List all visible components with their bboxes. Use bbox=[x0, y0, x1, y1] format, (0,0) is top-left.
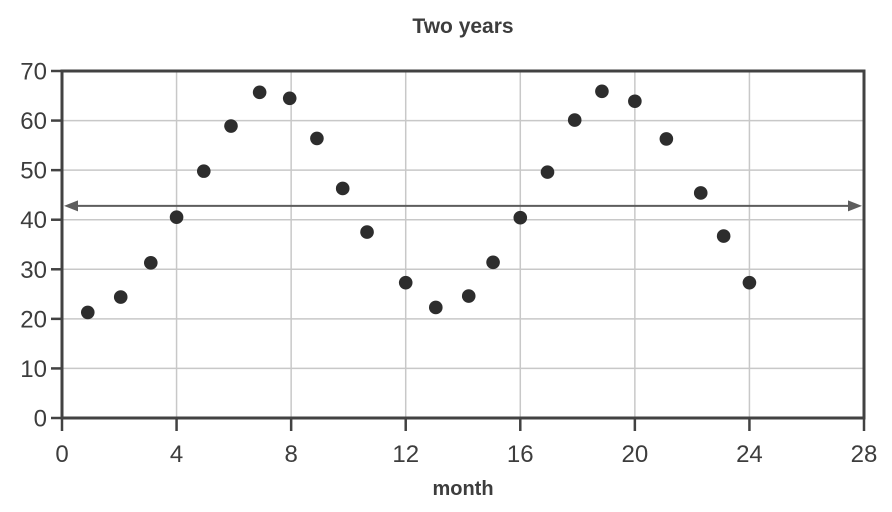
data-point bbox=[398, 275, 413, 290]
data-point bbox=[335, 181, 350, 196]
y-tick-label: 30 bbox=[20, 257, 47, 284]
midline-double-arrow bbox=[64, 200, 862, 212]
data-point bbox=[113, 290, 128, 304]
data-point bbox=[169, 210, 184, 225]
data-point bbox=[486, 255, 500, 270]
y-tick-label: 50 bbox=[20, 158, 47, 185]
data-point bbox=[282, 91, 297, 106]
x-tick-label: 0 bbox=[55, 441, 68, 468]
data-point bbox=[80, 305, 95, 320]
data-point bbox=[196, 164, 211, 178]
data-points bbox=[80, 84, 757, 320]
data-point bbox=[513, 210, 528, 225]
plot-border bbox=[60, 69, 866, 420]
x-tick-label: 20 bbox=[622, 441, 649, 468]
y-tick-label: 20 bbox=[20, 306, 47, 333]
data-point bbox=[461, 289, 476, 303]
data-point bbox=[595, 84, 609, 99]
data-point bbox=[742, 275, 757, 290]
left-arrowhead-icon bbox=[64, 200, 78, 212]
y-tick-label: 60 bbox=[20, 108, 47, 135]
data-point bbox=[360, 225, 374, 239]
data-point bbox=[428, 300, 443, 315]
axis-box bbox=[60, 69, 866, 420]
data-point bbox=[628, 94, 642, 109]
x-tick-label: 12 bbox=[392, 441, 419, 468]
chart-title: Two years bbox=[412, 15, 514, 38]
data-point bbox=[693, 186, 708, 200]
axis-tick-labels: 0 4 8 12 16 20 24 28 0 10 20 30 40 50 60 70 bbox=[20, 59, 877, 469]
data-point bbox=[252, 85, 267, 100]
x-tick-label: 16 bbox=[507, 441, 534, 468]
gridlines bbox=[62, 71, 864, 418]
x-tick-label: 28 bbox=[851, 441, 878, 468]
data-point bbox=[540, 165, 555, 179]
data-point bbox=[310, 131, 324, 146]
axis-ticks bbox=[51, 69, 866, 431]
y-tick-label: 10 bbox=[20, 356, 47, 383]
data-point bbox=[143, 256, 158, 270]
right-arrowhead-icon bbox=[848, 200, 862, 212]
data-point bbox=[224, 119, 238, 133]
x-tick-label: 8 bbox=[284, 441, 297, 468]
data-point bbox=[716, 229, 731, 243]
x-axis-label: month bbox=[432, 478, 494, 500]
y-tick-label: 0 bbox=[34, 406, 47, 433]
data-point bbox=[567, 113, 582, 127]
x-tick-label: 4 bbox=[170, 441, 183, 468]
y-tick-label: 70 bbox=[20, 59, 47, 86]
x-tick-label: 24 bbox=[736, 441, 763, 468]
data-point bbox=[659, 132, 674, 146]
y-tick-label: 40 bbox=[20, 207, 47, 234]
